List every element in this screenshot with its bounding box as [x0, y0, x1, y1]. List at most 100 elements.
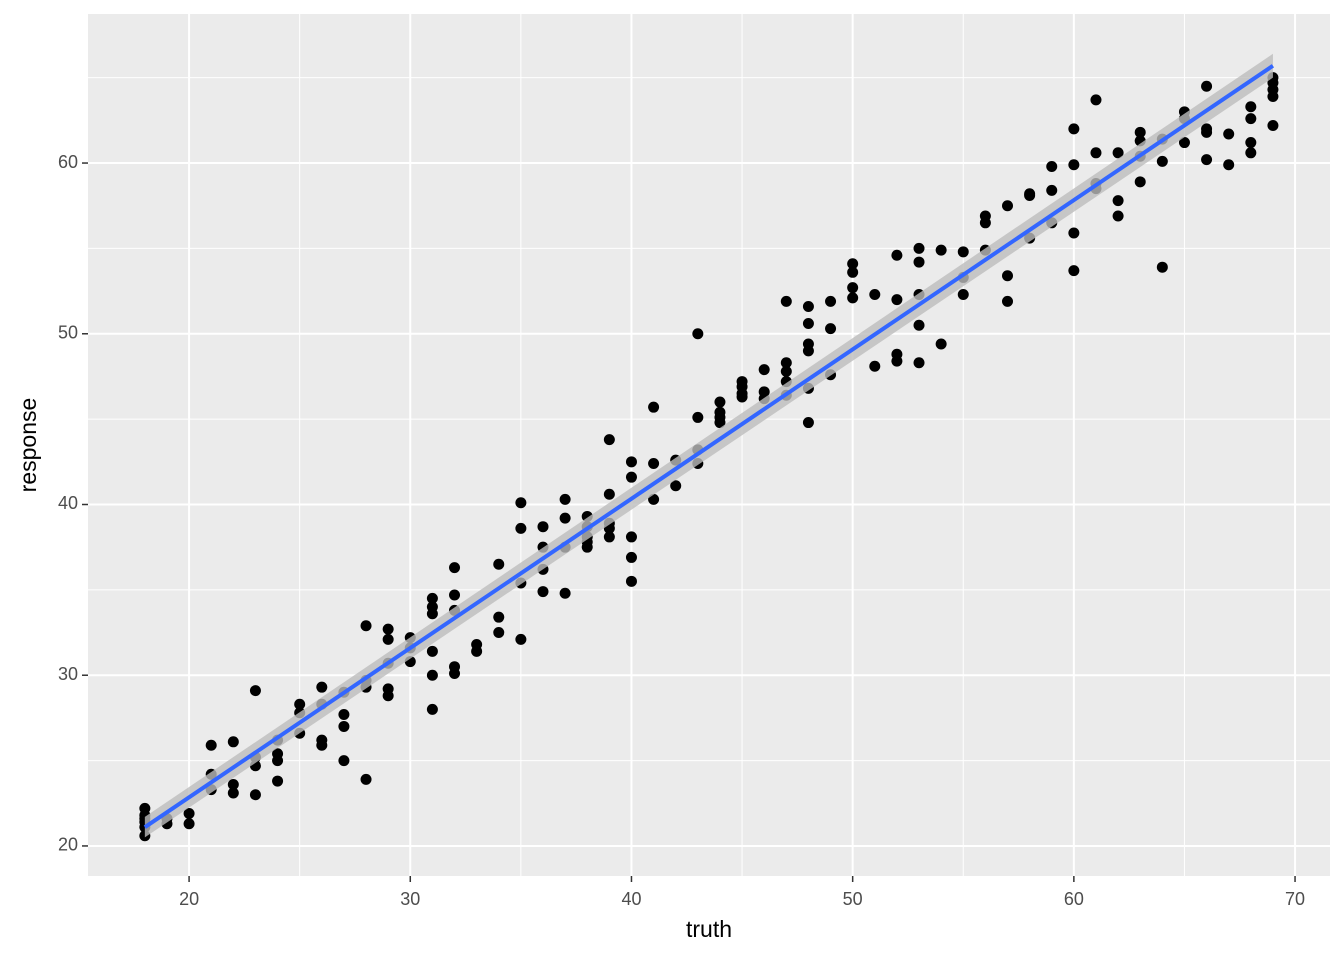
point [1245, 137, 1257, 149]
point [957, 246, 969, 258]
point [316, 739, 328, 751]
point [648, 401, 660, 413]
point [537, 521, 549, 533]
point [1112, 210, 1124, 222]
x-tick-label: 30 [400, 889, 420, 909]
point [294, 698, 306, 710]
point [426, 645, 438, 657]
point [515, 497, 527, 509]
point [1002, 295, 1014, 307]
point [758, 364, 770, 376]
point [603, 488, 615, 500]
point [360, 620, 372, 632]
point [1068, 159, 1080, 171]
point [493, 558, 505, 570]
y-axis-title: response [15, 398, 41, 493]
y-tick-label: 20 [58, 835, 78, 855]
point [183, 808, 195, 820]
point [1201, 126, 1213, 138]
point [979, 217, 991, 229]
point [559, 587, 571, 599]
point [382, 633, 394, 645]
point [493, 611, 505, 623]
regression-line [143, 64, 1275, 829]
point [426, 608, 438, 620]
point [515, 522, 527, 534]
point [714, 417, 726, 429]
point [603, 434, 615, 446]
point [1223, 128, 1235, 140]
point [426, 703, 438, 715]
point [581, 541, 593, 553]
y-tick-label: 60 [58, 152, 78, 172]
point [1245, 113, 1257, 125]
point [1090, 94, 1102, 106]
point [1201, 154, 1213, 166]
x-tick-label: 70 [1285, 889, 1305, 909]
point [1002, 270, 1014, 282]
point [1024, 189, 1036, 201]
point [1002, 200, 1014, 212]
point [1090, 147, 1102, 159]
point [603, 531, 615, 543]
point [1112, 195, 1124, 207]
point [1201, 80, 1213, 92]
point [338, 708, 350, 720]
point [1046, 184, 1058, 196]
point [272, 775, 284, 787]
point [1046, 160, 1058, 172]
point [625, 551, 637, 563]
point [847, 292, 859, 304]
point [625, 575, 637, 587]
point [913, 242, 925, 254]
point [1267, 119, 1279, 131]
point [714, 396, 726, 408]
point [935, 338, 947, 350]
point [1112, 147, 1124, 159]
point [360, 773, 372, 785]
point [847, 282, 859, 294]
x-axis-title: truth [686, 916, 732, 942]
point [957, 289, 969, 301]
point [449, 589, 461, 601]
x-tick-label: 60 [1064, 889, 1084, 909]
point [913, 357, 925, 369]
x-tick-label: 40 [621, 889, 641, 909]
point [692, 411, 704, 423]
point [780, 295, 792, 307]
point [249, 685, 261, 697]
point [249, 789, 261, 801]
point [802, 417, 814, 429]
point [559, 512, 571, 524]
point [1245, 147, 1257, 159]
point [449, 562, 461, 574]
point [847, 266, 859, 278]
point [316, 681, 328, 693]
point [426, 592, 438, 604]
point [205, 739, 217, 751]
point [338, 720, 350, 732]
point [869, 360, 881, 372]
point [426, 669, 438, 681]
point [847, 258, 859, 270]
point [493, 627, 505, 639]
point [471, 645, 483, 657]
point [1223, 159, 1235, 171]
x-tick-label: 20 [179, 889, 199, 909]
point [1134, 176, 1146, 188]
point [802, 318, 814, 330]
point [913, 319, 925, 331]
point [648, 458, 660, 470]
point [825, 323, 837, 335]
point [1156, 261, 1168, 273]
point [825, 295, 837, 307]
point [227, 787, 239, 799]
x-tick-label: 50 [843, 889, 863, 909]
point [559, 493, 571, 505]
y-tick-label: 50 [58, 323, 78, 343]
point [449, 668, 461, 680]
point [891, 294, 903, 306]
point [1156, 155, 1168, 167]
y-tick-label: 40 [58, 493, 78, 513]
